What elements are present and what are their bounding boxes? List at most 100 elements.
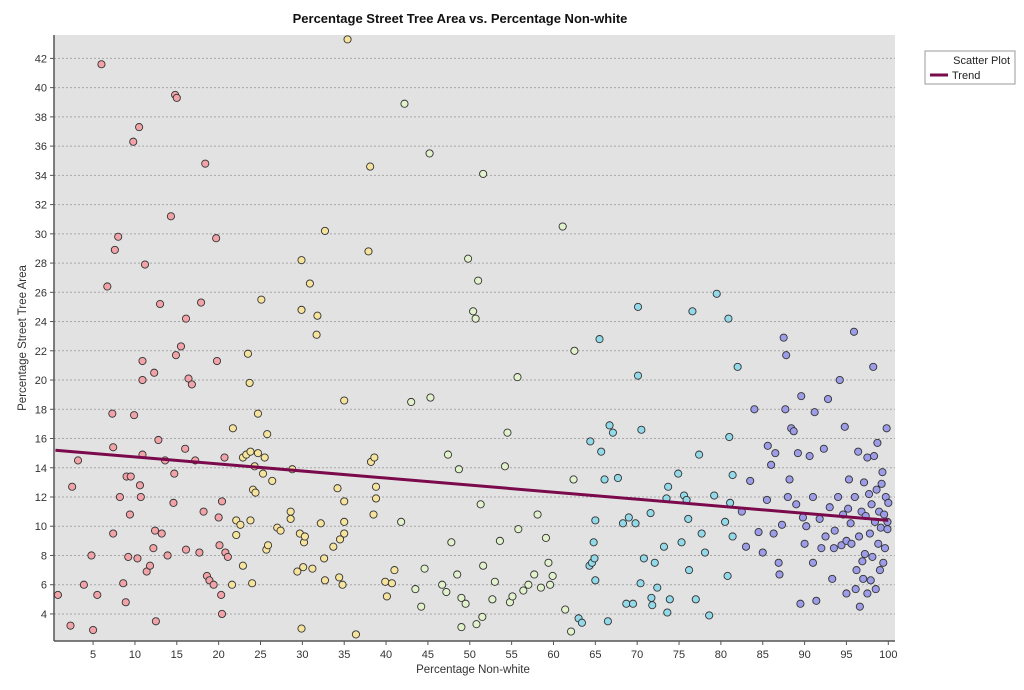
data-point bbox=[170, 469, 179, 478]
data-point bbox=[73, 456, 83, 465]
data-point bbox=[597, 447, 606, 456]
data-point bbox=[157, 529, 166, 538]
data-point bbox=[648, 601, 657, 610]
data-point bbox=[603, 617, 612, 626]
data-point bbox=[646, 509, 655, 518]
y-tick-label: 40 bbox=[35, 83, 47, 95]
data-point bbox=[659, 542, 669, 551]
data-point bbox=[835, 375, 844, 385]
x-tick-label: 90 bbox=[798, 649, 810, 661]
data-point bbox=[842, 589, 851, 598]
data-point bbox=[800, 539, 809, 548]
data-point bbox=[335, 573, 344, 582]
data-point bbox=[783, 492, 792, 502]
data-point bbox=[93, 590, 102, 599]
y-tick-label: 38 bbox=[35, 112, 47, 124]
x-tick-label: 10 bbox=[129, 649, 141, 661]
data-point bbox=[812, 596, 821, 605]
data-point bbox=[320, 226, 330, 235]
chart-title: Percentage Street Tree Area vs. Percenta… bbox=[293, 11, 628, 26]
data-point bbox=[878, 468, 887, 477]
data-point bbox=[685, 566, 694, 575]
data-point bbox=[869, 362, 878, 371]
data-point bbox=[248, 579, 257, 588]
data-point bbox=[340, 529, 349, 538]
data-point bbox=[126, 472, 135, 481]
data-point bbox=[712, 289, 721, 298]
data-point bbox=[390, 566, 399, 575]
data-point bbox=[561, 605, 570, 614]
data-point bbox=[163, 551, 172, 560]
y-tick-label: 36 bbox=[35, 141, 47, 153]
data-point bbox=[858, 557, 867, 566]
data-point bbox=[503, 428, 512, 437]
data-point bbox=[79, 580, 88, 589]
data-point bbox=[558, 222, 567, 231]
data-point bbox=[866, 576, 875, 585]
data-point bbox=[286, 507, 295, 516]
data-point bbox=[387, 579, 396, 588]
data-point bbox=[884, 498, 893, 507]
data-point bbox=[187, 380, 196, 389]
data-point bbox=[639, 554, 648, 563]
data-point bbox=[181, 545, 191, 554]
y-tick-label: 10 bbox=[35, 521, 47, 533]
data-point bbox=[684, 514, 693, 523]
data-point bbox=[340, 396, 349, 405]
x-tick-label: 20 bbox=[213, 649, 225, 661]
x-axis-label: Percentage Non-white bbox=[416, 664, 530, 676]
y-tick-label: 30 bbox=[35, 229, 47, 241]
data-point bbox=[650, 558, 659, 567]
data-point bbox=[808, 492, 818, 502]
data-point bbox=[488, 595, 497, 604]
data-point bbox=[181, 444, 190, 453]
data-point bbox=[810, 408, 819, 417]
data-point bbox=[443, 450, 453, 459]
data-point bbox=[840, 422, 849, 431]
data-point bbox=[851, 585, 860, 594]
y-tick-label: 42 bbox=[35, 53, 47, 65]
y-axis: 4 6 8 10 12 14 16 18 20 22 24 26 28 30 32 34 36 38 40 42 bbox=[35, 53, 54, 621]
data-point bbox=[246, 516, 255, 525]
data-point bbox=[151, 617, 160, 626]
data-point bbox=[546, 580, 555, 589]
data-point bbox=[299, 563, 308, 572]
data-point bbox=[769, 529, 778, 538]
data-point bbox=[868, 552, 877, 561]
x-axis: 5 10 15 20 25 30 35 40 45 50 55 60 65 70 75 80 85 90 95 100 bbox=[90, 641, 897, 661]
data-point bbox=[471, 314, 480, 323]
data-point bbox=[882, 424, 891, 433]
data-point bbox=[479, 169, 488, 178]
y-tick-label: 20 bbox=[35, 375, 47, 387]
data-point bbox=[457, 623, 466, 632]
data-point bbox=[605, 421, 614, 430]
data-point bbox=[370, 453, 379, 462]
data-point bbox=[426, 393, 435, 402]
data-point bbox=[867, 500, 876, 509]
data-point bbox=[371, 494, 381, 503]
data-point bbox=[286, 514, 295, 523]
data-point bbox=[825, 503, 834, 512]
data-point bbox=[108, 409, 117, 418]
data-point bbox=[519, 586, 528, 595]
data-point bbox=[874, 539, 883, 548]
data-point bbox=[181, 314, 191, 323]
data-point bbox=[508, 592, 517, 601]
data-point bbox=[837, 541, 846, 550]
data-point bbox=[223, 552, 232, 561]
data-point bbox=[802, 522, 811, 531]
data-point bbox=[166, 212, 175, 221]
data-point bbox=[741, 542, 751, 551]
data-point bbox=[697, 529, 706, 538]
data-point bbox=[514, 525, 523, 534]
data-point bbox=[110, 245, 119, 254]
data-point bbox=[624, 513, 633, 522]
data-point bbox=[154, 435, 163, 445]
data-point bbox=[817, 544, 826, 553]
data-point bbox=[631, 519, 640, 528]
data-point bbox=[369, 510, 378, 519]
data-point bbox=[863, 589, 872, 598]
data-point bbox=[293, 567, 302, 576]
data-point bbox=[236, 520, 245, 529]
data-point bbox=[425, 149, 434, 158]
